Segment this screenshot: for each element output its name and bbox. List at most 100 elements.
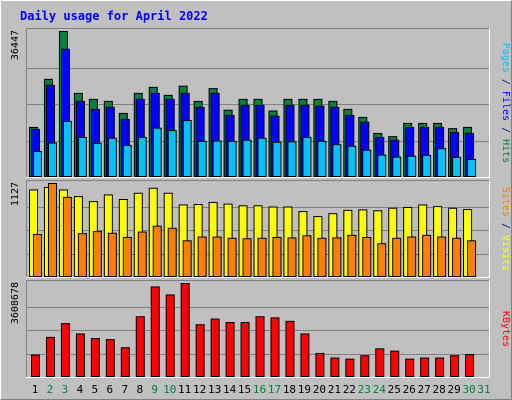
ylabel-part: KBytes	[500, 311, 511, 347]
bar-hits-series2-day6	[107, 137, 117, 177]
x-tick-label-day-23: 23	[358, 383, 371, 396]
bar-visits-series1-day25	[392, 237, 402, 278]
x-axis-day-labels: 1 2 3 4 5 6 7 8 9 10 11 12 13 14 15 16 17 18 19 20 21 22 23 24 2…	[32, 383, 491, 396]
bar-visits-series1-day18	[287, 237, 297, 278]
bar-kbytes-series0-day10	[165, 294, 175, 377]
bar-visits-series1-day22	[347, 234, 357, 277]
bar-visits-series1-day5	[92, 231, 102, 277]
x-tick-label-day-12: 12	[193, 383, 206, 396]
bar-kbytes-series0-day11	[180, 283, 190, 377]
bar-kbytes-series0-day14	[225, 321, 235, 378]
bar-kbytes-series0-day26	[405, 358, 415, 378]
bar-kbytes-series0-day1	[31, 354, 40, 377]
bar-hits-series2-day9	[152, 127, 162, 177]
bar-hits-series2-day19	[302, 136, 312, 177]
x-tick-label-day-4: 4	[77, 383, 84, 396]
bar-hits-series2-day29	[452, 156, 462, 177]
bar-hits-series2-day3	[62, 120, 72, 177]
x-tick-label-day-18: 18	[283, 383, 296, 396]
bar-visits-series1-day11	[182, 240, 192, 277]
x-tick-label-day-19: 19	[298, 383, 311, 396]
panel-kbytes-max-label: 3608678	[10, 282, 21, 324]
bar-visits-series1-day9	[152, 225, 162, 278]
ylabel-part: /	[500, 217, 511, 235]
bar-kbytes-series0-day16	[255, 316, 265, 377]
bar-kbytes-series0-day28	[435, 357, 445, 378]
bar-visits-series1-day7	[122, 236, 132, 277]
bar-hits-series2-day2	[47, 142, 57, 177]
bar-hits-series2-day28	[437, 148, 447, 178]
bar-visits-series1-day17	[272, 236, 282, 277]
ylabel-part: Sites	[500, 187, 511, 217]
panel-kbytes-ylabel: KBytes	[500, 311, 511, 347]
bar-hits-series2-day18	[287, 141, 297, 178]
ylabel-part: Pages	[500, 43, 511, 73]
bar-visits-series1-day2	[47, 183, 57, 277]
x-tick-label-day-5: 5	[92, 383, 99, 396]
ylabel-part: Files	[500, 91, 511, 121]
x-tick-label-day-25: 25	[388, 383, 401, 396]
bar-kbytes-series0-day9	[150, 286, 160, 377]
bar-kbytes-series0-day7	[120, 347, 130, 378]
x-tick-label-day-17: 17	[268, 383, 281, 396]
bar-hits-series2-day13	[212, 140, 222, 178]
bar-hits-series2-day8	[137, 136, 147, 177]
panel-visits-ylabel: Sites / Visits	[500, 187, 511, 271]
bar-visits-series1-day21	[332, 237, 342, 278]
panel-visits: 1127 Sites / Visits	[10, 180, 511, 278]
bar-kbytes-series0-day12	[195, 324, 205, 377]
x-tick-label-day-7: 7	[121, 383, 128, 396]
bar-visits-series1-day13	[212, 236, 222, 277]
x-tick-label-day-10: 10	[163, 383, 176, 396]
bar-hits-series2-day25	[392, 156, 402, 177]
panel-visits-max-label: 1127	[10, 182, 21, 206]
bar-kbytes-series0-day30	[465, 354, 475, 378]
bar-hits-series2-day24	[377, 154, 387, 178]
x-tick-label-day-3: 3	[62, 383, 69, 396]
bar-visits-series1-day15	[242, 238, 252, 278]
bar-visits-series1-day24	[377, 243, 387, 277]
panel-hits-max-label: 36447	[10, 30, 21, 60]
ylabel-part: Hits	[500, 139, 511, 163]
bar-hits-series2-day10	[167, 130, 177, 177]
chart-panels: 36447 Pages / Files / Hits 1127 Sites / Vis…	[10, 28, 511, 378]
bar-hits-series2-day30	[467, 158, 477, 178]
bar-hits-series2-day4	[77, 136, 87, 177]
bar-kbytes-series0-day8	[135, 316, 145, 377]
bar-visits-series1-day1	[33, 234, 42, 278]
bar-hits-series2-day16	[257, 137, 267, 177]
bar-kbytes-series0-day18	[285, 320, 295, 377]
bar-hits-series2-day12	[197, 140, 207, 177]
x-tick-label-day-13: 13	[208, 383, 221, 396]
bar-kbytes-series0-day4	[75, 333, 85, 377]
bar-hits-series2-day17	[272, 141, 282, 177]
x-tick-label-day-30: 30	[462, 383, 475, 396]
bar-kbytes-series0-day17	[270, 317, 280, 378]
bar-hits-series2-day27	[422, 154, 432, 177]
bar-hits-series2-day23	[362, 149, 372, 178]
bar-kbytes-series0-day25	[390, 350, 400, 378]
bar-kbytes-series0-day2	[45, 336, 55, 378]
bar-visits-series1-day28	[437, 236, 447, 277]
x-tick-label-day-28: 28	[433, 383, 446, 396]
x-tick-label-day-22: 22	[343, 383, 356, 396]
x-tick-label-day-1: 1	[32, 383, 39, 396]
bar-visits-series1-day4	[77, 233, 87, 277]
bar-visits-series1-day29	[452, 237, 462, 278]
bar-visits-series1-day12	[197, 236, 207, 277]
bar-hits-series2-day11	[182, 120, 192, 177]
x-tick-label-day-21: 21	[328, 383, 341, 396]
x-tick-label-day-2: 2	[47, 383, 54, 396]
bar-kbytes-series0-day3	[60, 323, 70, 377]
x-tick-label-day-31: 31	[477, 383, 490, 396]
x-tick-label-day-6: 6	[107, 383, 114, 396]
x-tick-label-day-9: 9	[151, 383, 158, 396]
bar-hits-series2-day26	[407, 155, 417, 177]
panel-kbytes: 3608678 KBytes	[10, 280, 511, 378]
panel-hits: 36447 Pages / Files / Hits	[10, 28, 511, 178]
bar-kbytes-series0-day15	[240, 321, 250, 378]
x-tick-label-day-20: 20	[313, 383, 326, 396]
chart-title: Daily usage for April 2022	[20, 9, 208, 23]
bar-hits-series2-day22	[347, 145, 357, 177]
